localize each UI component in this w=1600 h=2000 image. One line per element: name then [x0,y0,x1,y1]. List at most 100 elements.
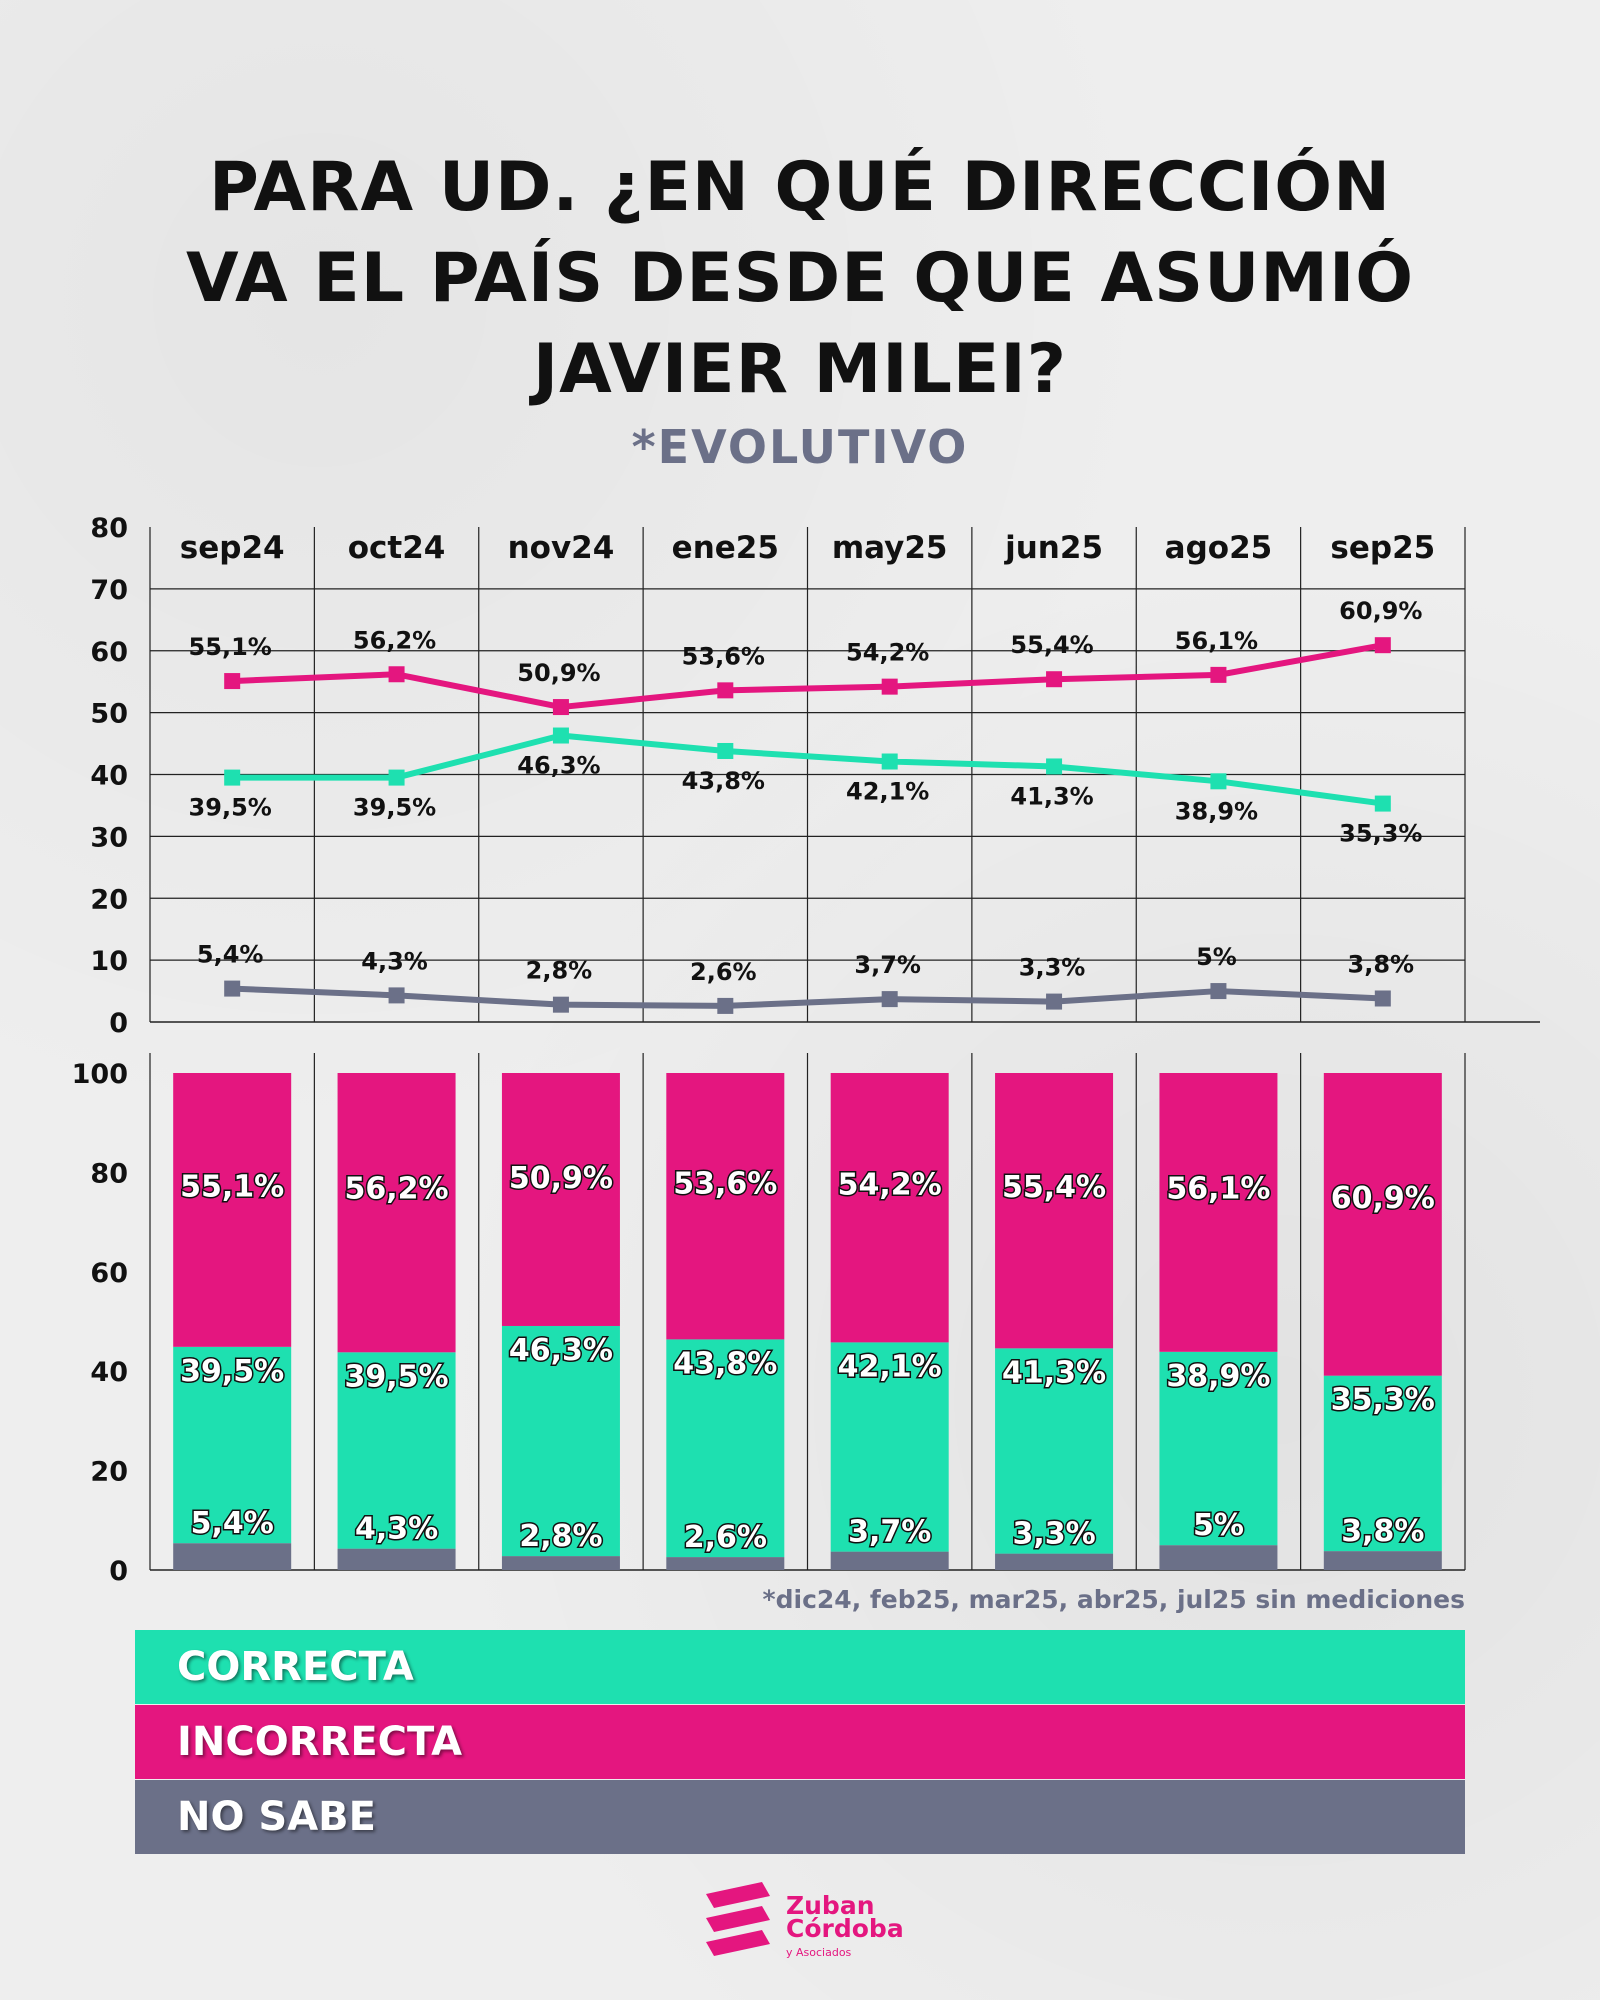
logo-line-1: Zuban [786,1891,875,1920]
bar-data-label-incorrecta: 53,6% [673,1167,777,1202]
line-y-tick-label: 0 [109,1008,128,1039]
logo-line-3: y Asociados [786,1946,852,1959]
bar-data-label-incorrecta: 55,4% [1002,1170,1106,1205]
bar-data-label-correcta: 41,3% [1002,1355,1106,1390]
line-data-label-no_sabe: 4,3% [361,947,428,975]
legend-correcta: CORRECTA [135,1630,1465,1704]
bar-segment-incorrecta [337,1073,456,1353]
point-incorrecta [224,673,241,690]
zuban-cordoba-logo: Zuban Córdoba y Asociados [700,1880,940,1960]
point-correcta [881,753,898,770]
line-data-label-correcta: 42,1% [846,778,929,806]
bar-data-label-incorrecta: 60,9% [1331,1181,1435,1216]
line-y-tick-label: 30 [90,822,128,853]
bar-segment-correcta [1159,1351,1278,1546]
bar-segment-no_sabe [1159,1545,1278,1570]
bar-y-tick-label: 40 [90,1357,128,1388]
bar-data-label-no_sabe: 2,6% [684,1520,767,1555]
title-line-2: VA EL PAÍS DESDE QUE ASUMIÓ [185,239,1415,318]
line-data-label-no_sabe: 2,6% [690,958,757,986]
bar-segment-correcta [666,1339,785,1558]
bar-data-label-correcta: 46,3% [509,1333,613,1368]
bar-segment-incorrecta [173,1073,292,1347]
category-label-ene25: ene25 [672,530,779,566]
bar-segment-no_sabe [666,1557,785,1570]
line-y-tick-label: 60 [90,637,128,668]
point-no_sabe [1046,993,1063,1010]
point-no_sabe [1374,990,1391,1007]
missing-months-note: *dic24, feb25, mar25, abr25, jul25 sin m… [762,1585,1465,1614]
category-label-sep24: sep24 [180,530,285,566]
bar-y-tick-label: 60 [90,1258,128,1289]
point-no_sabe [1210,983,1227,1000]
bar-segment-no_sabe [173,1543,292,1570]
line-data-label-no_sabe: 3,3% [1019,954,1086,982]
logo-line-2: Córdoba [786,1914,904,1943]
line-data-label-correcta: 41,3% [1010,782,1093,810]
point-incorrecta [388,666,405,683]
point-incorrecta [881,678,898,695]
bar-data-label-correcta: 42,1% [838,1349,942,1384]
line-data-label-correcta: 39,5% [353,794,436,822]
bar-segment-incorrecta [995,1073,1114,1349]
bar-data-label-incorrecta: 56,1% [1166,1172,1270,1207]
line-data-label-incorrecta: 53,6% [682,642,765,670]
point-correcta [224,769,241,786]
line-data-label-incorrecta: 55,4% [1010,631,1093,659]
bar-segment-no_sabe [1323,1551,1442,1570]
bar-segment-correcta [337,1352,456,1549]
category-label-sep25: sep25 [1330,530,1435,566]
bar-segment-no_sabe [501,1556,620,1570]
chart-subtitle: *EVOLUTIVO [631,420,969,474]
bar-segment-correcta [830,1342,949,1552]
bar-data-label-correcta: 38,9% [1166,1359,1270,1394]
bar-y-tick-label: 80 [90,1158,128,1189]
line-data-label-incorrecta: 54,2% [846,639,929,667]
point-correcta [717,742,734,759]
bar-data-label-correcta: 39,5% [180,1354,284,1389]
line-data-label-incorrecta: 56,1% [1175,627,1258,655]
bar-y-tick-label: 100 [72,1059,128,1090]
point-no_sabe [388,987,405,1004]
line-data-label-no_sabe: 3,8% [1348,950,1415,978]
bar-segment-correcta [995,1348,1114,1554]
line-data-label-incorrecta: 60,9% [1339,597,1422,625]
logo-mark-icon [706,1882,770,1956]
bar-data-label-no_sabe: 5% [1193,1508,1244,1543]
line-data-label-no_sabe: 2,8% [526,957,593,985]
bar-data-label-no_sabe: 3,3% [1012,1517,1095,1552]
bar-segment-no_sabe [830,1551,949,1570]
bar-data-label-correcta: 35,3% [1331,1383,1435,1418]
line-data-label-correcta: 39,5% [189,794,272,822]
legend-correcta-label: CORRECTA [177,1644,414,1690]
point-no_sabe [717,997,734,1014]
bar-data-label-incorrecta: 50,9% [509,1161,613,1196]
category-label-ago25: ago25 [1165,530,1273,566]
line-data-label-incorrecta: 50,9% [517,659,600,687]
bar-segment-incorrecta [1159,1073,1278,1352]
category-label-may25: may25 [832,530,948,566]
category-label-oct24: oct24 [348,530,446,566]
bar-data-label-incorrecta: 56,2% [345,1172,449,1207]
series-line-no_sabe [232,985,1383,1009]
title-line-3: JAVIER MILEI? [532,330,1068,409]
point-correcta [1374,795,1391,812]
bar-segment-incorrecta [501,1073,620,1326]
bar-data-label-no_sabe: 5,4% [191,1506,274,1541]
bar-segment-no_sabe [995,1553,1114,1570]
bar-data-label-incorrecta: 54,2% [838,1168,942,1203]
title-line-1: PARA UD. ¿EN QUÉ DIRECCIÓN [208,148,1392,227]
point-incorrecta [1210,666,1227,683]
line-data-label-no_sabe: 5,4% [197,941,264,969]
line-data-label-correcta: 38,9% [1175,797,1258,825]
legend-no-sabe: NO SABE [135,1780,1465,1854]
line-data-label-correcta: 35,3% [1339,820,1422,848]
logo-text: Zuban Córdoba [786,1891,904,1943]
bar-y-tick-label: 20 [90,1457,128,1488]
point-no_sabe [552,996,569,1013]
bar-data-label-no_sabe: 4,3% [355,1512,438,1547]
point-incorrecta [1374,637,1391,654]
line-y-tick-label: 10 [90,946,128,977]
point-incorrecta [552,699,569,716]
legend-incorrecta: INCORRECTA [135,1705,1465,1779]
